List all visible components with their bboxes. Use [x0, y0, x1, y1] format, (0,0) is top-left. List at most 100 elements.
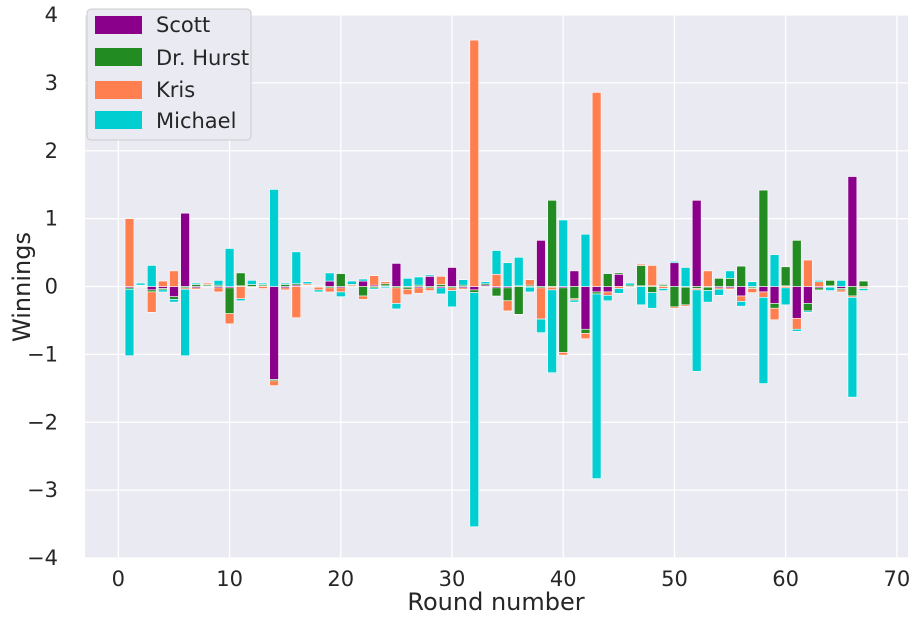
bar-michael-round-42 [580, 233, 591, 287]
bar-kris-round-24 [380, 281, 391, 285]
bar-kris-round-59 [769, 307, 780, 321]
bar-kris-round-10 [224, 313, 235, 325]
bar-scott-round-3 [146, 286, 157, 291]
x-axis-label: Round number [407, 588, 584, 616]
bar-kris-round-20 [336, 287, 346, 293]
bar-michael-round-53 [703, 290, 713, 303]
bar-michael-round-17 [302, 281, 313, 285]
bar-dr-hurst-round-59 [769, 303, 780, 309]
x-tick-label: 10 [216, 567, 243, 591]
bar-kris-round-57 [747, 288, 758, 293]
bar-kris-round-18 [313, 286, 324, 291]
x-tick-label: 0 [112, 567, 125, 591]
bar-michael-round-59 [769, 254, 780, 287]
bar-dr-hurst-round-22 [358, 286, 368, 297]
bar-dr-hurst-round-12 [247, 284, 257, 287]
bar-kris-round-7 [191, 287, 201, 290]
y-tick-label: −2 [27, 410, 58, 434]
bar-michael-round-55 [725, 270, 735, 279]
bar-scott-round-65 [836, 286, 847, 289]
legend-swatch-dr-hurst [95, 48, 142, 66]
bar-kris-round-58 [758, 291, 769, 298]
bars [124, 39, 869, 528]
bar-michael-round-13 [258, 282, 268, 285]
bar-michael-round-61 [792, 328, 802, 332]
bar-michael-round-43 [591, 293, 602, 479]
bar-dr-hurst-round-10 [224, 287, 235, 314]
bar-dr-hurst-round-35 [502, 287, 513, 302]
bar-michael-round-34 [491, 250, 502, 275]
bar-kris-round-19 [324, 287, 335, 293]
bar-kris-round-32 [469, 39, 480, 287]
bar-kris-round-43 [591, 92, 602, 287]
bar-michael-round-4 [158, 289, 168, 293]
bar-dr-hurst-round-48 [647, 286, 657, 293]
bar-kris-round-65 [836, 289, 847, 293]
bar-kris-round-27 [413, 287, 424, 294]
bar-dr-hurst-round-50 [669, 286, 680, 308]
bar-scott-round-28 [425, 276, 435, 287]
x-tick-label: 30 [439, 567, 466, 591]
bar-scott-round-58 [758, 286, 769, 293]
legend-box [86, 8, 252, 141]
bar-michael-round-46 [625, 282, 635, 286]
y-tick-label: 3 [45, 71, 58, 95]
bar-michael-round-29 [436, 287, 446, 295]
bar-kris-round-5 [169, 270, 179, 287]
bar-scott-round-52 [691, 199, 702, 287]
bar-michael-round-48 [647, 292, 657, 309]
bar-michael-round-51 [680, 267, 691, 287]
bar-kris-round-50 [669, 306, 680, 309]
bar-kris-round-11 [235, 286, 246, 300]
bar-michael-round-27 [413, 276, 424, 286]
bar-dr-hurst-round-7 [191, 284, 201, 287]
bar-dr-hurst-round-42 [580, 328, 591, 334]
x-tick-label: 60 [772, 567, 799, 591]
bar-scott-round-32 [469, 286, 480, 291]
bar-scott-round-4 [158, 286, 168, 289]
bar-michael-round-41 [569, 299, 580, 303]
bar-scott-round-41 [569, 270, 580, 287]
x-tick-label: 40 [550, 567, 577, 591]
y-tick-label: 4 [45, 3, 58, 27]
bar-kris-round-40 [558, 352, 568, 356]
bar-dr-hurst-round-43 [591, 291, 602, 295]
bar-scott-round-62 [803, 286, 813, 304]
bar-kris-round-22 [358, 295, 368, 300]
bar-michael-round-47 [636, 286, 646, 306]
bar-scott-round-5 [169, 286, 179, 297]
bar-kris-round-36 [513, 314, 524, 316]
bar-michael-round-50 [669, 261, 680, 264]
bar-dr-hurst-round-60 [780, 266, 791, 287]
bar-michael-round-20 [336, 291, 346, 297]
y-tick-label: −4 [27, 546, 58, 570]
bar-dr-hurst-round-63 [814, 287, 824, 291]
y-tick-label: 1 [45, 207, 58, 231]
bar-dr-hurst-round-64 [825, 280, 835, 287]
legend-label-michael: Michael [156, 109, 236, 133]
bar-kris-round-1 [124, 218, 135, 287]
bar-kris-round-34 [491, 273, 502, 287]
bar-michael-round-21 [347, 280, 357, 285]
bar-michael-round-15 [280, 282, 290, 285]
bar-michael-round-60 [780, 287, 791, 306]
bar-kris-round-33 [480, 286, 491, 288]
bar-kris-round-61 [792, 318, 802, 330]
bar-michael-round-36 [513, 257, 524, 287]
bar-michael-round-44 [602, 295, 613, 302]
bar-dr-hurst-round-61 [792, 240, 802, 287]
bar-scott-round-14 [269, 286, 279, 380]
bar-scott-round-66 [847, 176, 858, 287]
bar-dr-hurst-round-41 [569, 286, 580, 300]
bar-michael-round-2 [135, 282, 146, 286]
bar-kris-round-39 [547, 286, 557, 291]
bar-kris-round-28 [425, 287, 435, 291]
bar-dr-hurst-round-66 [847, 286, 858, 297]
bar-scott-round-45 [614, 273, 624, 287]
bar-dr-hurst-round-24 [380, 283, 391, 287]
bar-scott-round-6 [180, 212, 190, 287]
y-tick-label: 0 [45, 275, 58, 299]
y-axis-label: Winnings [8, 232, 36, 342]
bar-dr-hurst-round-58 [758, 189, 769, 287]
bar-scott-round-19 [324, 280, 335, 287]
